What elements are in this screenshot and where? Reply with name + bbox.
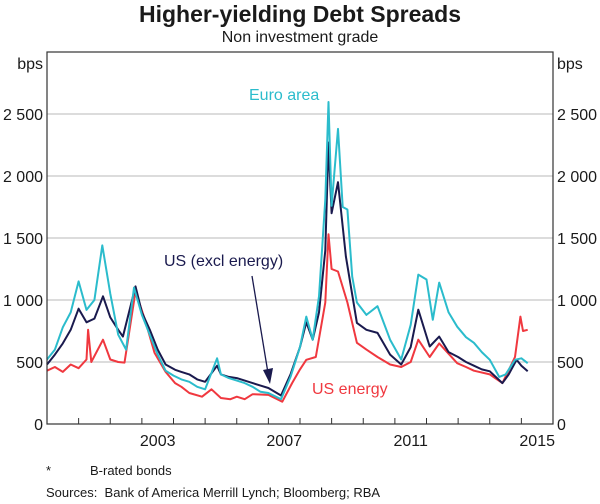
y-axis-unit-right: bps (557, 56, 583, 73)
label-us-energy: US energy (312, 381, 388, 398)
y-tick-label-left: 1 000 (3, 293, 43, 310)
footnote-sources: Sources: Bank of America Merrill Lynch; … (46, 485, 380, 501)
sources-text: Bank of America Merrill Lynch; Bloomberg… (104, 485, 381, 500)
footnote-text: B-rated bonds (90, 463, 172, 478)
axis-labels: 0 0 500 500 1 000 1 000 1 500 1 500 2 000 2 000 2 … (3, 107, 597, 450)
x-tick-label: 2007 (266, 433, 302, 450)
sources-label: Sources: (46, 485, 98, 500)
series-line-us-excl-energy (46, 141, 529, 397)
y-tick-label-left: 2 500 (3, 107, 43, 124)
label-euro-area: Euro area (249, 87, 319, 104)
y-tick-label-right: 1 500 (557, 231, 597, 248)
arrow-us-excl-energy (251, 275, 269, 374)
chart-title: Higher-yielding Debt Spreads (138, 1, 462, 27)
series-lines (46, 101, 529, 403)
y-tick-label-left: 500 (16, 355, 43, 372)
x-tick-label: 2011 (393, 433, 428, 450)
footnote-mark: * (46, 463, 52, 478)
gridlines (47, 113, 553, 363)
x-tick-label: 2003 (140, 433, 176, 450)
arrow-head-icon (263, 368, 273, 384)
series-line-us-energy (46, 233, 528, 403)
y-tick-label-left: 1 500 (3, 231, 43, 248)
x-ticks (78, 418, 522, 424)
y-tick-label-left: 0 (34, 417, 43, 434)
y-tick-label-right: 2 500 (557, 107, 597, 124)
x-tick-label: 2015 (519, 433, 555, 450)
y-axis-unit-left: bps (17, 56, 43, 73)
chart-subtitle: Non investment grade (221, 29, 379, 46)
series-line-euro-area (46, 101, 529, 401)
y-tick-label-left: 2 000 (3, 169, 43, 186)
y-tick-label-right: 500 (557, 355, 584, 372)
y-tick-label-right: 0 (557, 417, 566, 434)
footnote-asterisk: * B-rated bonds (46, 463, 172, 479)
y-tick-label-right: 1 000 (557, 293, 597, 310)
y-tick-label-right: 2 000 (557, 169, 597, 186)
label-us-excl-energy: US (excl energy) (164, 253, 283, 270)
